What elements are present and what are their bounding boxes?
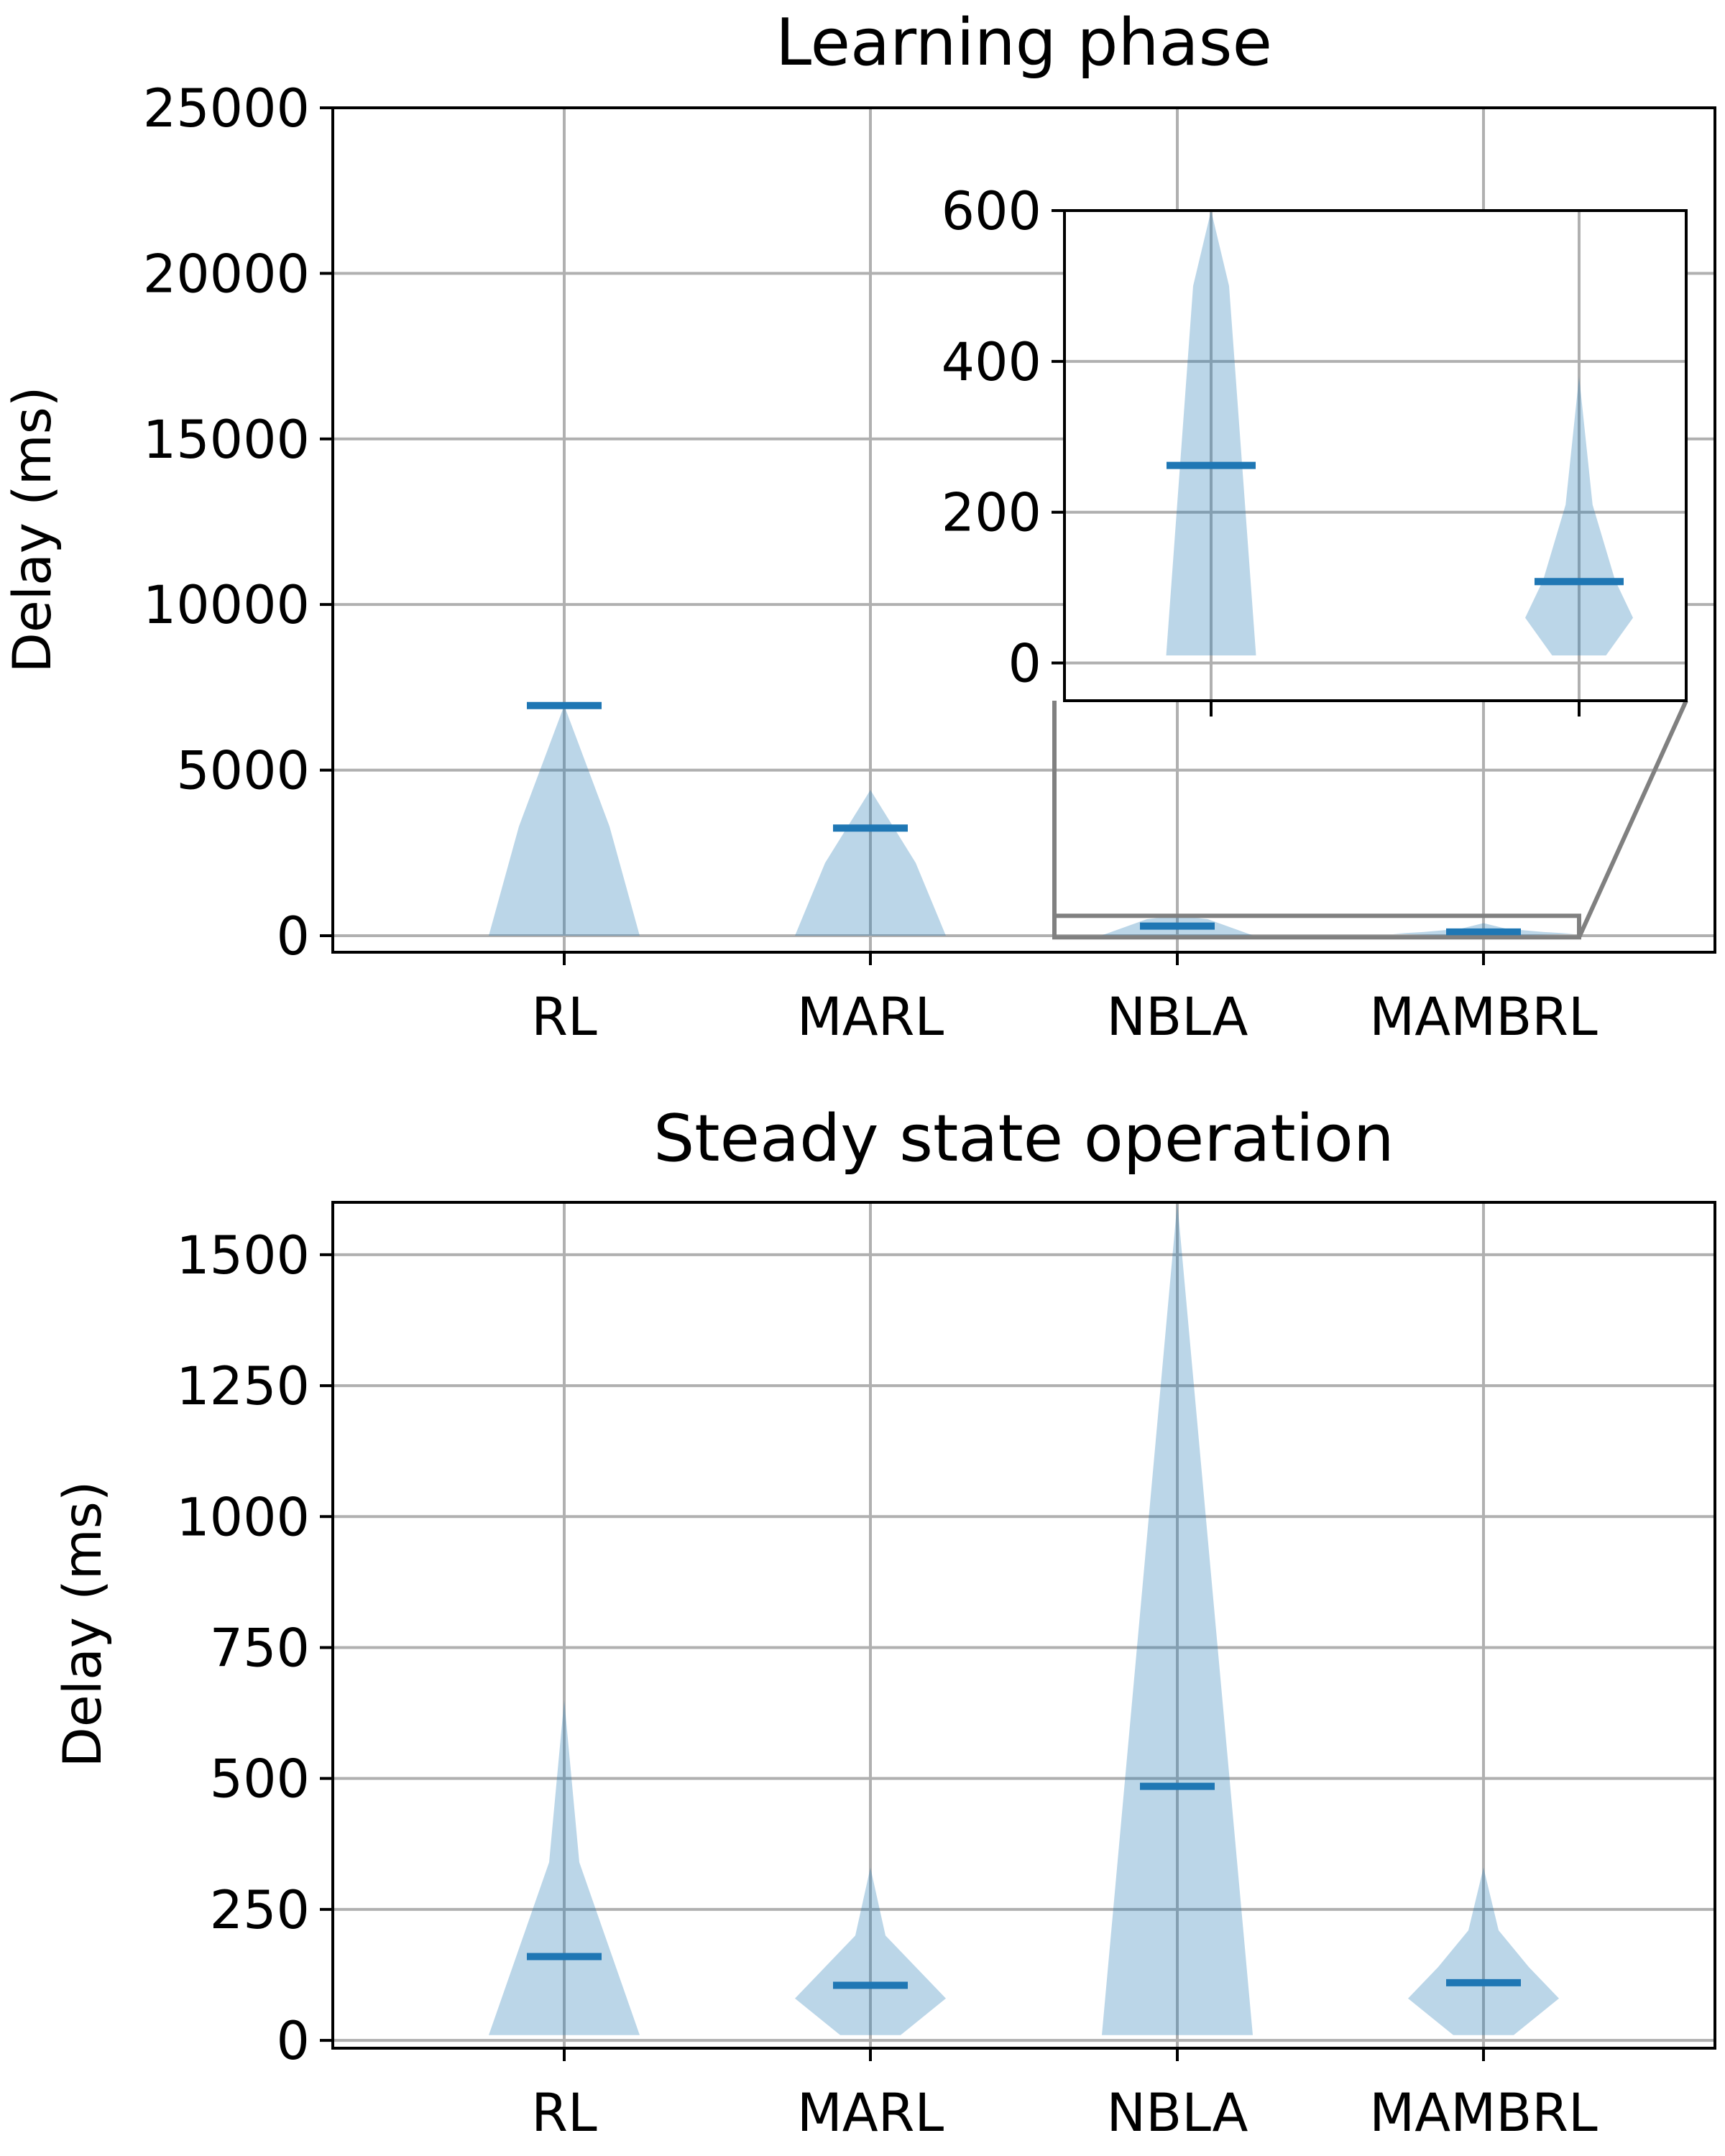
inset-y-ticks: 0 200 400 600 <box>942 181 1064 695</box>
violin-marl <box>795 1867 946 2035</box>
inset-y-tick-label-200: 200 <box>942 483 1041 544</box>
zoom-region-box <box>1052 913 1581 940</box>
x-tick-label-marl: MARL <box>797 2083 944 2144</box>
inset-y-tick-label-0: 0 <box>1008 634 1041 695</box>
x-ticks: RL MARL NBLA MAMBRL <box>531 2048 1598 2144</box>
y-axis-label: Delay (ms) <box>2 387 63 673</box>
x-tick-label-marl: MARL <box>797 987 944 1048</box>
violin-marl <box>795 790 946 936</box>
zoom-connector-right <box>1577 699 1688 939</box>
y-tick-label-15000: 15000 <box>143 410 310 471</box>
plot-frame <box>331 1201 1716 2050</box>
y-axis-label: Delay (ms) <box>52 1481 114 1768</box>
y-tick-label-0: 0 <box>277 2011 310 2072</box>
y-tick-label-750: 750 <box>210 1618 310 1679</box>
violin-mambrl <box>1408 1867 1559 2035</box>
y-tick-label-20000: 20000 <box>143 244 310 305</box>
y-tick-label-1500: 1500 <box>176 1225 310 1286</box>
inset-median-markers <box>1167 461 1624 586</box>
y-ticks: 0 5000 10000 15000 20000 25000 <box>143 78 333 967</box>
chart-title: Steady state operation <box>653 1101 1394 1176</box>
inset-violin-mambrl <box>1525 376 1633 656</box>
median-markers <box>527 1782 1521 1989</box>
inset-frame <box>1063 209 1688 702</box>
y-tick-label-10000: 10000 <box>143 575 310 636</box>
x-tick-label-rl: RL <box>531 2083 597 2144</box>
inset-x-ticks <box>1210 701 1581 717</box>
inset-y-tick-label-400: 400 <box>942 332 1041 393</box>
y-tick-label-1250: 1250 <box>176 1356 310 1417</box>
violins <box>489 705 1574 936</box>
chart-title: Learning phase <box>776 5 1272 80</box>
y-ticks: 0 250 500 750 1000 1250 1500 <box>176 1225 333 2072</box>
violin-nbla <box>1102 1202 1253 2035</box>
y-tick-label-1000: 1000 <box>176 1487 310 1548</box>
x-tick-label-mambrl: MAMBRL <box>1369 2083 1598 2144</box>
x-ticks: RL MARL NBLA MAMBRL <box>531 952 1598 1048</box>
x-tick-label-mambrl: MAMBRL <box>1369 987 1598 1048</box>
y-tick-label-0: 0 <box>277 906 310 967</box>
y-tick-label-500: 500 <box>210 1749 310 1810</box>
chart-steady-state: Steady state operation Delay (ms) 0 250 50… <box>52 1101 1716 2144</box>
x-tick-label-nbla: NBLA <box>1107 2083 1248 2144</box>
violin-rl <box>489 1700 640 2035</box>
y-tick-label-250: 250 <box>210 1880 310 1941</box>
y-tick-label-25000: 25000 <box>143 78 310 139</box>
inset-background <box>1064 211 1686 701</box>
grid-lines <box>333 1202 1715 2048</box>
violins <box>489 1202 1559 2035</box>
chart-learning-phase: Learning phase Delay (ms) 0 5000 10000 1500… <box>2 5 1716 1048</box>
violin-rl <box>489 705 640 936</box>
x-tick-label-nbla: NBLA <box>1107 987 1248 1048</box>
inset-y-tick-label-600: 600 <box>942 181 1041 242</box>
inset-violin-nbla <box>1166 211 1256 656</box>
y-tick-label-5000: 5000 <box>176 741 310 802</box>
inset-zoom-panel: 0 200 400 600 <box>942 181 1688 717</box>
x-tick-label-rl: RL <box>531 987 597 1048</box>
inset-violins <box>1166 211 1633 656</box>
median-markers <box>527 701 1521 936</box>
plot-frame <box>331 106 1716 954</box>
zoom-indicator <box>1052 699 1688 940</box>
